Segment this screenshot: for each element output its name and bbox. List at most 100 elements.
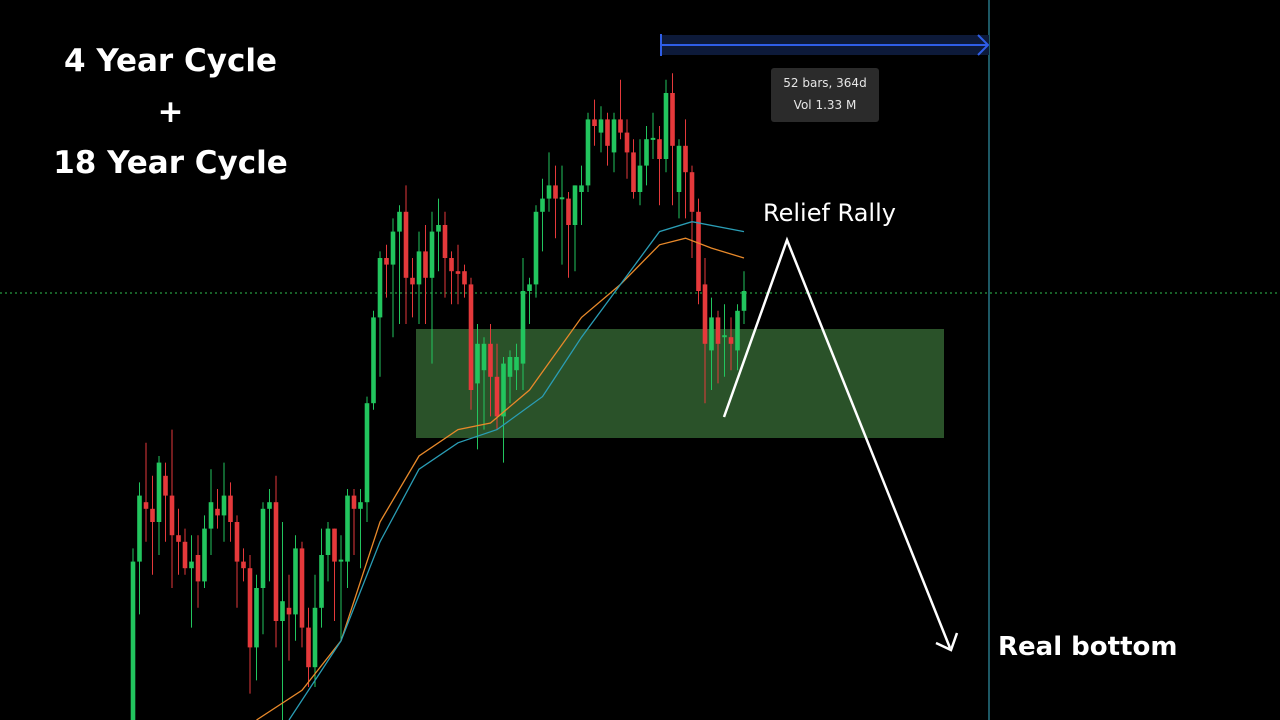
candle: [293, 535, 298, 641]
candle: [176, 508, 181, 575]
candle-body: [559, 197, 565, 200]
candle-body: [182, 541, 188, 569]
candle-body: [247, 568, 253, 648]
candle: [592, 99, 597, 146]
candle-body: [397, 211, 402, 232]
candle: [299, 541, 305, 648]
candle: [507, 350, 513, 404]
candle: [228, 482, 233, 542]
candle: [410, 258, 415, 318]
candle: [215, 489, 220, 529]
candle: [254, 574, 259, 681]
candle: [137, 482, 142, 615]
candle-body: [273, 502, 279, 621]
candle-body: [624, 132, 630, 153]
candle: [169, 429, 175, 588]
candle-body: [436, 225, 441, 232]
candle: [143, 442, 149, 542]
title-line-1: 4 Year Cycle +: [64, 43, 277, 130]
candle-body: [403, 211, 409, 278]
candle: [527, 277, 532, 324]
candle-body: [650, 137, 656, 140]
candle-body: [657, 139, 662, 159]
candle: [728, 317, 734, 371]
candle: [325, 522, 331, 582]
candle: [644, 126, 649, 186]
candle: [676, 139, 682, 219]
candle-body: [442, 225, 448, 258]
candle-body: [715, 317, 721, 344]
candle: [468, 277, 474, 410]
candle-body: [527, 284, 532, 291]
candle-body: [306, 627, 311, 668]
candle-body: [410, 277, 415, 285]
candle-body: [286, 607, 292, 615]
candle: [689, 165, 695, 258]
candle-body: [221, 495, 227, 516]
candle-body: [702, 284, 708, 344]
candle-body: [423, 251, 428, 278]
candle-body: [254, 588, 259, 648]
candle: [384, 244, 389, 298]
candle-body: [429, 231, 435, 278]
candle-body: [163, 475, 168, 496]
candle-body: [351, 495, 357, 509]
candle-body: [670, 93, 675, 146]
candle: [234, 515, 240, 608]
candle-body: [202, 528, 207, 582]
candle-body: [631, 152, 636, 192]
candle: [631, 139, 636, 199]
candle: [332, 528, 337, 621]
candle: [351, 489, 357, 555]
ma-orange-line: [256, 237, 745, 720]
candle-body: [741, 291, 747, 311]
candle: [533, 205, 539, 298]
candle: [429, 211, 435, 364]
tooltip-volume: Vol 1.33 M: [793, 98, 857, 112]
candle: [618, 79, 623, 140]
candle: [286, 574, 292, 661]
candle: [267, 489, 272, 582]
candle: [663, 79, 669, 173]
candle: [520, 258, 526, 390]
candle-body: [416, 251, 422, 285]
title-line-2: 18 Year Cycle: [53, 145, 288, 181]
candle: [416, 231, 422, 324]
candle-body: [332, 528, 337, 562]
candle-body: [390, 231, 396, 265]
candle-body: [696, 211, 701, 291]
candle-body: [228, 495, 233, 522]
candle: [650, 112, 656, 159]
candle-body: [195, 555, 201, 582]
candle: [585, 112, 591, 192]
candle: [241, 548, 246, 582]
candle: [397, 205, 402, 324]
candle: [221, 462, 227, 542]
candle-body: [572, 185, 578, 225]
candle: [189, 535, 194, 628]
candle-body: [481, 343, 487, 371]
candle-body: [169, 495, 175, 536]
candle: [455, 244, 461, 305]
candle: [436, 198, 441, 272]
candle-body: [605, 119, 610, 146]
candle: [306, 607, 311, 687]
relief-rally-arrow: [722, 236, 952, 649]
candle-body: [494, 376, 500, 417]
candle-body: [546, 185, 552, 199]
candle-body: [299, 548, 305, 628]
candle-body: [709, 317, 714, 351]
candle: [423, 225, 428, 324]
candle: [566, 192, 571, 278]
candle-body: [488, 343, 493, 377]
candle: [722, 304, 727, 377]
candle-body: [585, 119, 591, 186]
candle-body: [683, 145, 688, 173]
candle: [312, 574, 318, 687]
candle-body: [468, 284, 474, 390]
candle-body: [358, 502, 363, 509]
candle: [442, 211, 448, 298]
candle: [624, 119, 630, 179]
